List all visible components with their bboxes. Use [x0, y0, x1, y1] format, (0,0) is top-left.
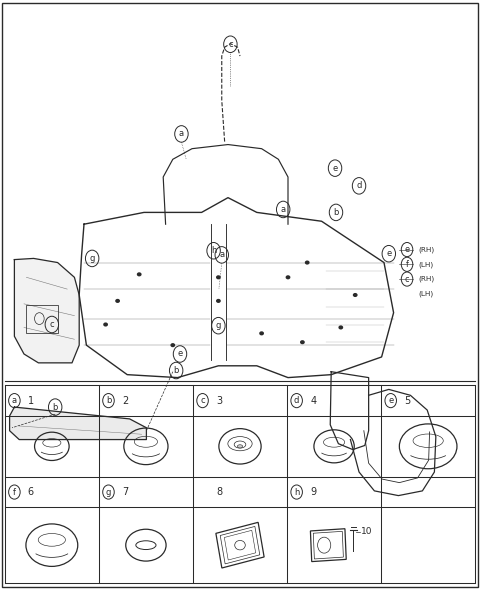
Text: 5: 5	[404, 396, 410, 405]
Text: c: c	[405, 274, 409, 284]
Text: e: e	[405, 245, 409, 254]
Ellipse shape	[338, 326, 343, 329]
Text: f: f	[406, 260, 408, 269]
Ellipse shape	[103, 322, 108, 327]
Text: c: c	[228, 40, 233, 49]
Ellipse shape	[286, 275, 290, 280]
Text: d: d	[294, 396, 300, 405]
Text: c: c	[200, 396, 205, 405]
Text: a: a	[12, 396, 17, 405]
Text: 10: 10	[361, 527, 372, 536]
Ellipse shape	[305, 260, 310, 264]
Text: b: b	[333, 208, 339, 217]
Text: e: e	[386, 249, 391, 258]
Text: f: f	[13, 487, 16, 497]
Text: (RH): (RH)	[419, 276, 435, 283]
Ellipse shape	[259, 332, 264, 335]
Text: 7: 7	[122, 487, 128, 497]
Text: b: b	[173, 366, 179, 375]
Ellipse shape	[170, 343, 175, 347]
Text: 2: 2	[122, 396, 128, 405]
Polygon shape	[14, 258, 79, 363]
Text: 1: 1	[28, 396, 34, 405]
Text: g: g	[89, 254, 95, 263]
Text: 6: 6	[28, 487, 34, 497]
Text: (LH): (LH)	[419, 290, 434, 297]
Text: 8: 8	[216, 487, 222, 497]
Text: a: a	[219, 250, 224, 260]
Text: a: a	[179, 129, 184, 139]
Text: e: e	[388, 396, 393, 405]
Text: 9: 9	[310, 487, 316, 497]
Text: b: b	[52, 402, 58, 412]
Text: c: c	[49, 320, 54, 329]
Text: e: e	[178, 349, 182, 359]
Ellipse shape	[237, 445, 242, 448]
Text: h: h	[294, 487, 300, 497]
Ellipse shape	[216, 299, 221, 303]
Ellipse shape	[300, 340, 305, 345]
Text: d: d	[356, 181, 362, 191]
Ellipse shape	[353, 293, 358, 297]
Text: a: a	[281, 205, 286, 214]
Ellipse shape	[216, 275, 221, 280]
Text: 4: 4	[310, 396, 316, 405]
Text: g: g	[106, 487, 111, 497]
Text: g: g	[216, 321, 221, 330]
Text: 3: 3	[216, 396, 222, 405]
Ellipse shape	[115, 299, 120, 303]
Text: (RH): (RH)	[419, 246, 435, 253]
Text: b: b	[106, 396, 111, 405]
Text: (LH): (LH)	[419, 261, 434, 268]
Ellipse shape	[137, 272, 142, 276]
Text: e: e	[333, 163, 337, 173]
Polygon shape	[10, 407, 146, 440]
Text: h: h	[211, 246, 216, 255]
